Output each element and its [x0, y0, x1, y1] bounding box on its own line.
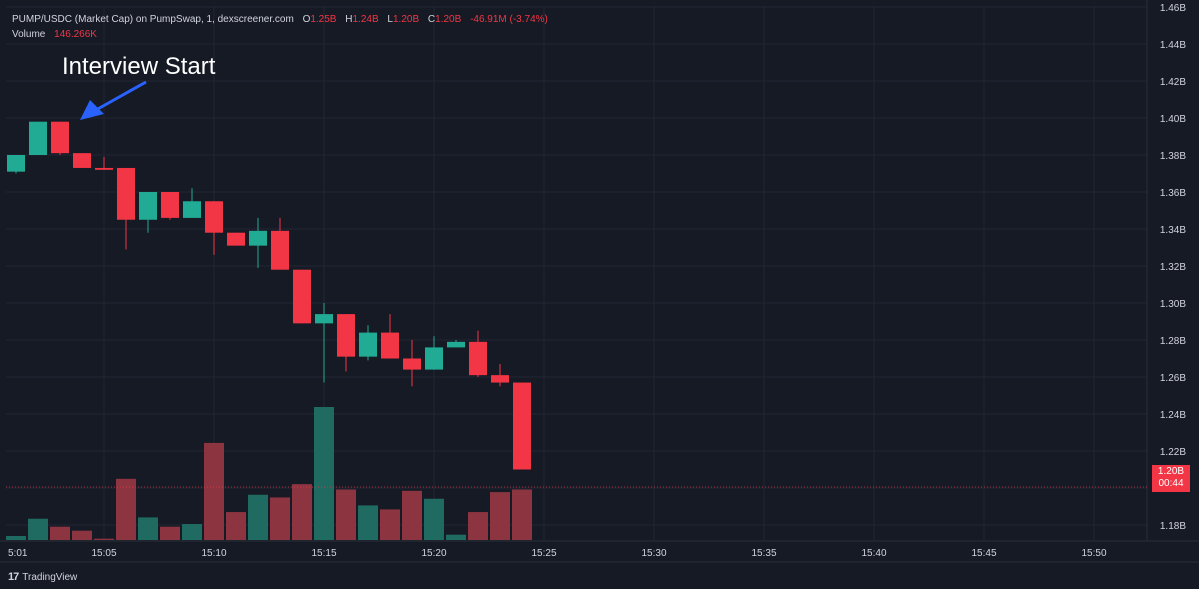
low-value: 1.20B: [392, 14, 420, 25]
y-tick-label: 1.30B: [1160, 299, 1186, 310]
x-tick-label: 15:15: [311, 548, 336, 559]
y-tick-label: 1.40B: [1160, 114, 1186, 125]
candle-body: [205, 201, 223, 233]
high-label: H: [345, 14, 353, 25]
candle-body: [183, 201, 201, 218]
volume-bar: [380, 509, 400, 540]
volume-bar: [424, 498, 444, 540]
interview-start-annotation: Interview Start: [62, 53, 216, 80]
y-tick-label: 1.22B: [1160, 447, 1186, 458]
volume-bar: [50, 526, 70, 540]
low-label: L: [387, 14, 393, 25]
candle-body: [117, 167, 135, 220]
candle-body: [95, 167, 113, 170]
close-label: C: [427, 14, 436, 25]
candle-body: [403, 358, 421, 370]
candle-body: [469, 341, 487, 376]
x-tick-label: 15:45: [971, 548, 996, 559]
candle-body: [249, 230, 267, 246]
y-tick-label: 1.34B: [1160, 225, 1186, 236]
volume-bar: [72, 530, 92, 540]
annotation-arrow-shaft: [95, 80, 147, 112]
tradingview-branding[interactable]: 17 TradingView: [8, 571, 77, 583]
candle-body: [161, 192, 179, 218]
y-tick-label: 1.38B: [1160, 151, 1186, 162]
volume-bar: [314, 407, 334, 540]
volume-bar: [6, 536, 26, 540]
y-tick-label: 1.46B: [1160, 3, 1186, 14]
high-value: 1.24B: [352, 14, 379, 25]
candle-body: [447, 341, 465, 348]
y-tick-label: 1.42B: [1160, 77, 1186, 88]
volume-label: Volume: [12, 29, 46, 40]
last-price-value: 1.20B: [1157, 466, 1185, 477]
candle-body: [513, 382, 531, 470]
x-tick-label: 15:05: [91, 548, 116, 559]
y-tick-label: 1.26B: [1160, 373, 1186, 384]
volume-bar: [138, 517, 158, 540]
y-tick-label: 1.24B: [1160, 410, 1186, 421]
volume-bar: [336, 489, 356, 540]
y-tick-label: 1.28B: [1160, 336, 1186, 347]
volume-bar: [446, 534, 466, 540]
volume-bar: [490, 492, 510, 540]
bar-countdown: 00:44: [1158, 478, 1184, 489]
volume-bar: [204, 442, 224, 540]
candle-body: [73, 153, 91, 168]
volume-bar: [182, 524, 202, 540]
close-value: 1.20B: [435, 14, 462, 25]
y-tick-label: 1.36B: [1160, 188, 1186, 199]
volume-bar: [160, 526, 180, 540]
last-price-tag: 1.20B 00:44: [1152, 465, 1190, 492]
tradingview-brand-label: TradingView: [22, 571, 78, 583]
volume-bar: [358, 505, 378, 540]
change-value: -46.91M (-3.74%): [470, 14, 548, 25]
volume-bar: [94, 538, 114, 540]
candle-body: [139, 192, 157, 220]
y-tick-label: 1.32B: [1160, 262, 1186, 273]
x-tick-label: 15:30: [641, 548, 666, 559]
volume-bar: [402, 490, 422, 540]
candle-body: [359, 332, 377, 357]
volume-bar: [292, 484, 312, 540]
y-tick-label: 1.44B: [1160, 40, 1186, 51]
volume-bar: [512, 489, 532, 540]
candle-body: [491, 375, 509, 383]
candle-body: [293, 269, 311, 324]
candle-body: [271, 230, 289, 270]
volume-value: 146.266K: [54, 29, 97, 40]
open-label: O: [302, 14, 311, 25]
tradingview-logo-icon: 17: [8, 571, 19, 583]
annotation-arrow-head-icon: [80, 100, 104, 120]
x-tick-label: 15:35: [751, 548, 776, 559]
volume-bar: [116, 478, 136, 540]
open-value: 1.25B: [310, 14, 337, 25]
x-tick-label: 5:01: [8, 548, 28, 559]
volume-bar: [248, 494, 268, 540]
symbol-title[interactable]: PUMP/USDC (Market Cap) on PumpSwap, 1, d…: [12, 14, 294, 25]
y-tick-label: 1.18B: [1160, 521, 1186, 532]
x-tick-label: 15:10: [201, 548, 226, 559]
candle-body: [315, 314, 333, 324]
volume-bar: [270, 497, 290, 540]
candle-body: [7, 155, 25, 172]
x-tick-label: 15:50: [1081, 548, 1106, 559]
chart-legend: PUMP/USDC (Market Cap) on PumpSwap, 1, d…: [12, 12, 548, 42]
candle-body: [51, 121, 69, 154]
x-tick-label: 15:40: [861, 548, 886, 559]
volume-bar: [28, 518, 48, 540]
x-tick-label: 15:25: [531, 548, 556, 559]
x-tick-label: 15:20: [421, 548, 446, 559]
volume-bar: [226, 512, 246, 540]
candle-body: [29, 121, 47, 155]
candle-body: [425, 347, 443, 370]
volume-bar: [468, 512, 488, 540]
candle-body: [227, 232, 245, 246]
candle-body: [337, 314, 355, 357]
candle-body: [381, 332, 399, 359]
